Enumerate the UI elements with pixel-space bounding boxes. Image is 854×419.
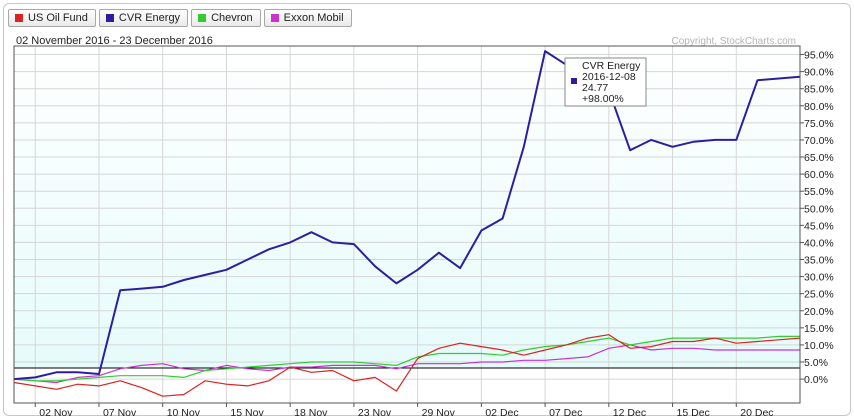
legend-label-chevron: Chevron (211, 12, 253, 24)
y-tick-label: 0.0% (804, 374, 828, 386)
y-tick-label: 60.0% (804, 169, 834, 181)
tooltip-box (564, 57, 647, 107)
legend-swatch-us-oil-fund (15, 14, 23, 22)
series-line-chevron (13, 335, 800, 382)
legend: US Oil Fund CVR Energy Chevron Exxon Mob… (8, 9, 352, 29)
copyright: Copyright, StockCharts.com (672, 36, 797, 47)
tooltip-date: 2016-12-08 (582, 71, 636, 83)
legend-swatch-chevron (198, 14, 207, 22)
y-tick-label: 65.0% (804, 152, 834, 164)
date-range: 02 November 2016 - 23 December 2016 (16, 35, 213, 47)
x-tick-label: 15 Dec (677, 407, 710, 419)
y-tick-label: 90.0% (804, 67, 834, 79)
tooltip-value: 24.77 (582, 82, 608, 94)
tooltip: CVR Energy 2016-12-08 24.77 +98.00% (564, 57, 647, 107)
tooltip-series: CVR Energy (582, 60, 641, 72)
y-tick-label: 75.0% (804, 118, 834, 130)
x-tick-label: 20 Dec (740, 407, 773, 419)
y-tick-label: 10.0% (804, 340, 834, 352)
legend-item-chevron[interactable]: Chevron (191, 9, 261, 27)
y-tick-label: 50.0% (804, 203, 834, 215)
x-tick-label: 12 Dec (613, 407, 646, 419)
legend-label-exxon-mobil: Exxon Mobil (283, 12, 344, 24)
y-tick-label: 30.0% (804, 272, 834, 284)
x-tick-label: 15 Nov (230, 407, 264, 419)
x-tick-label: 29 Nov (422, 407, 456, 419)
series-line-us-oil-fund (13, 334, 801, 397)
y-tick-label: 20.0% (804, 306, 834, 318)
legend-item-us-oil-fund[interactable]: US Oil Fund (8, 9, 96, 27)
x-tick-label: 07 Dec (549, 407, 582, 419)
series-line-cvr-energy (13, 50, 801, 381)
y-tick-label: 35.0% (804, 255, 834, 267)
y-tick-label: 40.0% (804, 237, 834, 249)
y-tick-label: 5.0% (804, 357, 828, 369)
negative-region (14, 368, 800, 403)
legend-label-cvr-energy: CVR Energy (118, 12, 181, 24)
legend-swatch-exxon-mobil (270, 14, 279, 22)
x-tick-label: 18 Nov (294, 407, 328, 419)
x-tick-label: 10 Nov (167, 407, 201, 419)
legend-item-cvr-energy[interactable]: CVR Energy (98, 9, 189, 27)
plot-border (13, 45, 801, 404)
legend-swatch-cvr-energy (105, 14, 114, 22)
x-tick-label: 02 Dec (485, 407, 518, 419)
x-tick-label: 23 Nov (358, 407, 392, 419)
y-tick-label: 25.0% (804, 289, 834, 301)
y-tick-label: 55.0% (804, 186, 834, 198)
y-tick-label: 95.0% (804, 50, 834, 62)
tooltip-swatch (571, 78, 577, 84)
legend-label-us-oil-fund: US Oil Fund (28, 12, 88, 24)
legend-item-exxon-mobil[interactable]: Exxon Mobil (263, 9, 352, 27)
y-tick-label: 15.0% (804, 323, 834, 335)
y-tick-label: 85.0% (804, 84, 834, 96)
y-tick-label: 70.0% (804, 135, 834, 147)
positive-region (14, 46, 800, 368)
tooltip-change: +98.00% (582, 93, 624, 105)
x-tick-label: 07 Nov (103, 407, 137, 419)
x-tick-label: 02 Nov (39, 407, 73, 419)
series-line-exxon-mobil (13, 344, 800, 384)
y-tick-label: 45.0% (804, 220, 834, 232)
y-tick-label: 80.0% (804, 101, 834, 113)
